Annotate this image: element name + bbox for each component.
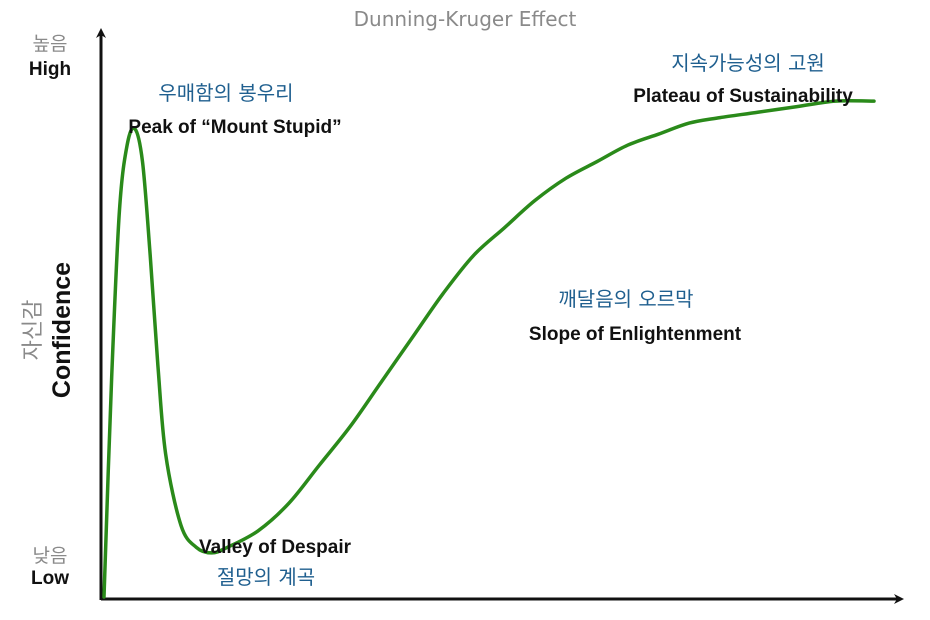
annotation-valley-en: Valley of Despair bbox=[199, 537, 352, 558]
annotation-valley-ko: 절망의 계곡 bbox=[217, 565, 315, 589]
annotation-plateau-en: Plateau of Sustainability bbox=[633, 86, 853, 107]
y-axis-label-ko: 자신감 bbox=[21, 300, 46, 361]
confidence-curve bbox=[102, 98, 876, 599]
y-tick-high-ko: 높음 bbox=[33, 33, 68, 55]
y-tick-low-ko: 낮음 bbox=[33, 545, 68, 567]
annotation-slope-ko: 깨달음의 오르막 bbox=[558, 287, 693, 311]
y-tick-high-en: High bbox=[29, 59, 71, 80]
chart-title: Dunning-Kruger Effect bbox=[354, 7, 577, 31]
y-axis-label: Confidence bbox=[48, 262, 76, 398]
annotation-peak-en: Peak of “Mount Stupid” bbox=[128, 117, 341, 138]
annotation-peak-ko: 우매함의 봉우리 bbox=[158, 81, 293, 105]
annotation-plateau-ko: 지속가능성의 고원 bbox=[671, 51, 825, 75]
annotation-slope-en: Slope of Enlightenment bbox=[529, 324, 742, 345]
y-tick-low-en: Low bbox=[31, 568, 69, 589]
